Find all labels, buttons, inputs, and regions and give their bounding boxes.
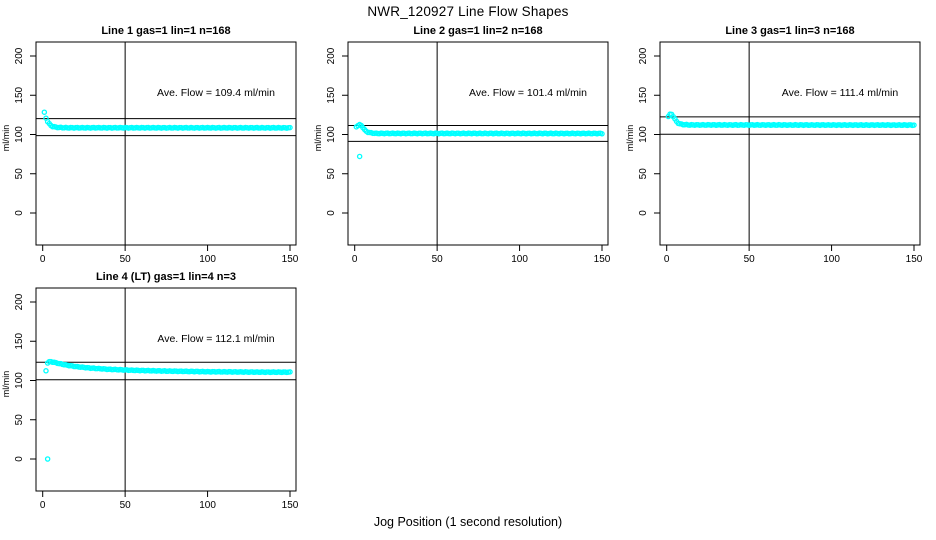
ave-flow-annotation-line-1: Ave. Flow = 109.4 ml/min	[157, 87, 275, 99]
svg-text:200: 200	[14, 293, 25, 310]
svg-text:150: 150	[282, 254, 299, 265]
panel-title-line-1: Line 1 gas=1 lin=1 n=168	[101, 25, 231, 37]
svg-text:100: 100	[326, 126, 337, 143]
panel-line-1: 0 50 100 150 0 50 100 150 200 ml/min Line 1 gas=1…	[0, 20, 312, 270]
svg-text:0: 0	[638, 210, 649, 216]
panel-title-line-4: Line 4 (LT) gas=1 lin=4 n=3	[95, 271, 237, 283]
svg-text:0: 0	[40, 254, 46, 265]
svg-text:100: 100	[14, 126, 25, 143]
svg-text:ml/min: ml/min	[1, 371, 11, 398]
svg-text:50: 50	[14, 414, 25, 426]
svg-text:0: 0	[664, 254, 670, 265]
ave-flow-annotation-line-4: Ave. Flow = 112.1 ml/min	[157, 333, 275, 345]
plot-area-line-2: 0 50 100 150 0 50 100 150 200 ml/min	[313, 41, 611, 265]
x-axis-label: Jog Position (1 second resolution)	[373, 515, 563, 529]
panel-line-3: 0 50 100 150 0 50 100 150 200 ml/min Line 3 gas=1…	[624, 20, 936, 270]
svg-text:100: 100	[823, 254, 840, 265]
panel-title-line-3: Line 3 gas=1 lin=3 n=168	[725, 25, 855, 37]
svg-text:150: 150	[326, 86, 337, 103]
svg-text:50: 50	[326, 168, 337, 180]
page-title: NWR_120927 Line Flow Shapes	[367, 4, 569, 19]
ave-flow-annotation-line-3: Ave. Flow = 111.4 ml/min	[781, 87, 899, 99]
svg-text:150: 150	[594, 254, 611, 265]
panel-title-line-2: Line 2 gas=1 lin=2 n=168	[413, 25, 543, 37]
svg-text:200: 200	[326, 47, 337, 64]
svg-text:150: 150	[638, 86, 649, 103]
ave-flow-annotation-line-2: Ave. Flow = 101.4 ml/min	[469, 87, 587, 99]
svg-text:100: 100	[511, 254, 528, 265]
svg-text:150: 150	[14, 332, 25, 349]
svg-text:50: 50	[638, 168, 649, 180]
svg-text:0: 0	[40, 500, 46, 511]
svg-text:ml/min: ml/min	[1, 125, 11, 152]
svg-text:ml/min: ml/min	[625, 125, 635, 152]
svg-text:0: 0	[14, 456, 25, 462]
svg-text:200: 200	[14, 47, 25, 64]
plot-area-line-4: 0 50 100 150 0 50 100 150 200 ml/min	[1, 287, 299, 511]
svg-text:50: 50	[14, 168, 25, 180]
svg-text:150: 150	[282, 500, 299, 511]
svg-text:50: 50	[744, 254, 756, 265]
svg-text:100: 100	[199, 254, 216, 265]
svg-text:150: 150	[906, 254, 923, 265]
svg-text:50: 50	[432, 254, 444, 265]
svg-text:100: 100	[199, 500, 216, 511]
svg-text:150: 150	[14, 86, 25, 103]
svg-text:100: 100	[14, 372, 25, 389]
plot-area-line-1: 0 50 100 150 0 50 100 150 200 ml/min	[1, 41, 299, 265]
svg-text:0: 0	[14, 210, 25, 216]
svg-text:200: 200	[638, 47, 649, 64]
svg-text:100: 100	[638, 126, 649, 143]
panel-line-2: 0 50 100 150 0 50 100 150 200 ml/min Line 2 gas=1…	[312, 20, 624, 270]
svg-text:0: 0	[352, 254, 358, 265]
panel-line-4: 0 50 100 150 0 50 100 150 200 ml/min Line 4 (LT) …	[0, 266, 312, 516]
svg-text:50: 50	[120, 254, 132, 265]
plot-area-line-3: 0 50 100 150 0 50 100 150 200 ml/min	[625, 41, 923, 265]
svg-text:0: 0	[326, 210, 337, 216]
svg-text:50: 50	[120, 500, 132, 511]
svg-text:ml/min: ml/min	[313, 125, 323, 152]
